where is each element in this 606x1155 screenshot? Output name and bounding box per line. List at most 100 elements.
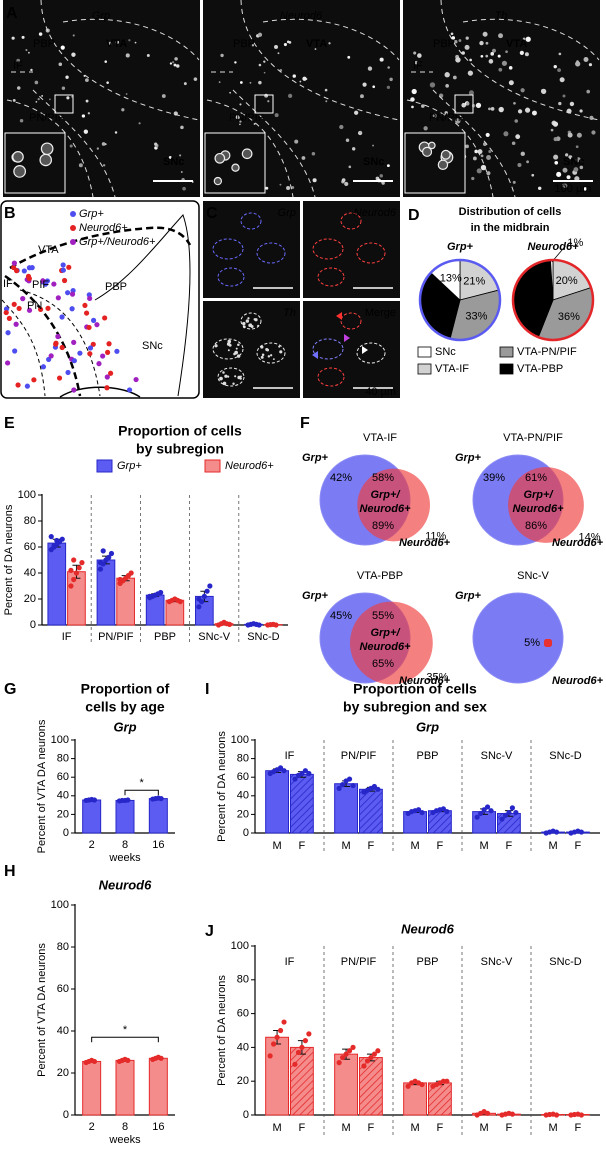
venn-value: 89% (372, 520, 394, 532)
inset-cell (40, 142, 54, 156)
data-point (509, 805, 515, 811)
series-label: F (299, 840, 306, 852)
data-point (76, 565, 82, 571)
cell-signal (576, 60, 579, 63)
cell-dot (3, 309, 9, 316)
cell-signal (41, 95, 44, 97)
cell-signal (19, 118, 24, 123)
venn-title: VTA-PBP (357, 570, 403, 582)
y-tick-label: 80 (24, 515, 36, 527)
y-tick-label: 100 (51, 899, 69, 911)
cell-signal (480, 54, 484, 58)
cell-outline (212, 338, 244, 360)
data-point (108, 550, 115, 557)
cell-signal (247, 317, 250, 320)
cell-signal (78, 163, 83, 168)
bar (334, 783, 359, 834)
cell-signal (525, 36, 531, 42)
data-point (350, 782, 356, 789)
bar (47, 542, 67, 626)
set-name: Neurod6+ (552, 537, 604, 549)
cell-signal (589, 115, 594, 121)
cell-signal (479, 40, 484, 46)
cell-dot (11, 260, 17, 266)
series-label: M (479, 1122, 488, 1134)
cell-signal (558, 52, 562, 56)
cell-signal (511, 141, 516, 146)
set-name: Neurod6+ (552, 675, 604, 687)
cell-dot (106, 341, 112, 347)
set-circle (357, 468, 430, 542)
legend-dot (70, 211, 76, 217)
cell-dot (66, 264, 72, 270)
cell-signal (249, 81, 252, 84)
cell-signal (579, 165, 584, 170)
legend-label: Grp+ (117, 460, 142, 472)
y-tick-label: 80 (57, 753, 69, 765)
y-tick-label: 0 (243, 1109, 249, 1121)
data-point (54, 537, 60, 544)
cell-signal (222, 371, 225, 374)
data-point (91, 1058, 98, 1065)
cell-dot (94, 322, 100, 328)
cell-signal (531, 173, 535, 177)
data-point (125, 797, 131, 803)
cell-signal (121, 108, 125, 112)
cell-dot (90, 341, 96, 347)
cell-signal (25, 49, 28, 52)
data-point (207, 583, 213, 589)
cell-dot (77, 350, 83, 356)
cell-signal (234, 350, 238, 355)
intersection-label: Neurod6+ (359, 503, 411, 515)
cell-dot (114, 348, 120, 354)
cell-dot (31, 377, 37, 383)
cell-outline (240, 312, 262, 330)
cell-signal (485, 41, 489, 45)
region-label: PIF (32, 279, 49, 291)
data-point (196, 604, 202, 610)
cell-signal (575, 157, 581, 163)
data-point (274, 1034, 280, 1040)
cell-outline (317, 367, 345, 387)
cell-signal (588, 63, 593, 67)
cell-signal (239, 81, 243, 84)
region-label: PN/PIF (29, 112, 65, 124)
cell-signal (245, 319, 250, 323)
category-label: PN/PIF (341, 956, 377, 968)
cell-signal (508, 80, 514, 86)
series-label: M (341, 1122, 350, 1134)
cell-dot (26, 265, 33, 271)
cell-signal (267, 100, 270, 103)
y-tick-label: 60 (237, 1008, 249, 1020)
cell-dot (51, 281, 57, 287)
series-label: F (368, 840, 375, 852)
chart-title: by subregion (136, 441, 224, 457)
cell-dot (87, 351, 93, 357)
cell-signal (553, 64, 557, 69)
cell-dot (24, 383, 31, 389)
cell-dot (12, 348, 18, 354)
data-point (91, 797, 98, 803)
cell-dot (15, 382, 21, 388)
region-boundary (411, 71, 516, 198)
cell-signal (272, 358, 275, 361)
venn-value: 86% (525, 520, 547, 532)
cell-signal (379, 174, 383, 178)
region-boundary (40, 0, 200, 121)
data-point (405, 1083, 411, 1089)
cell-signal (475, 102, 482, 109)
data-point (277, 1027, 284, 1034)
cell-signal (486, 155, 492, 160)
cell-signal (38, 32, 43, 36)
cell-signal (286, 40, 290, 44)
cell-signal (347, 55, 351, 59)
cell-signal (482, 31, 488, 37)
region-boundary (440, 0, 600, 121)
cell-signal (234, 375, 237, 378)
data-point (306, 1031, 312, 1037)
cell-signal (114, 131, 118, 134)
cell-signal (505, 50, 508, 54)
cell-signal (253, 123, 256, 125)
cell-signal (34, 80, 39, 85)
cell-signal (301, 156, 306, 160)
